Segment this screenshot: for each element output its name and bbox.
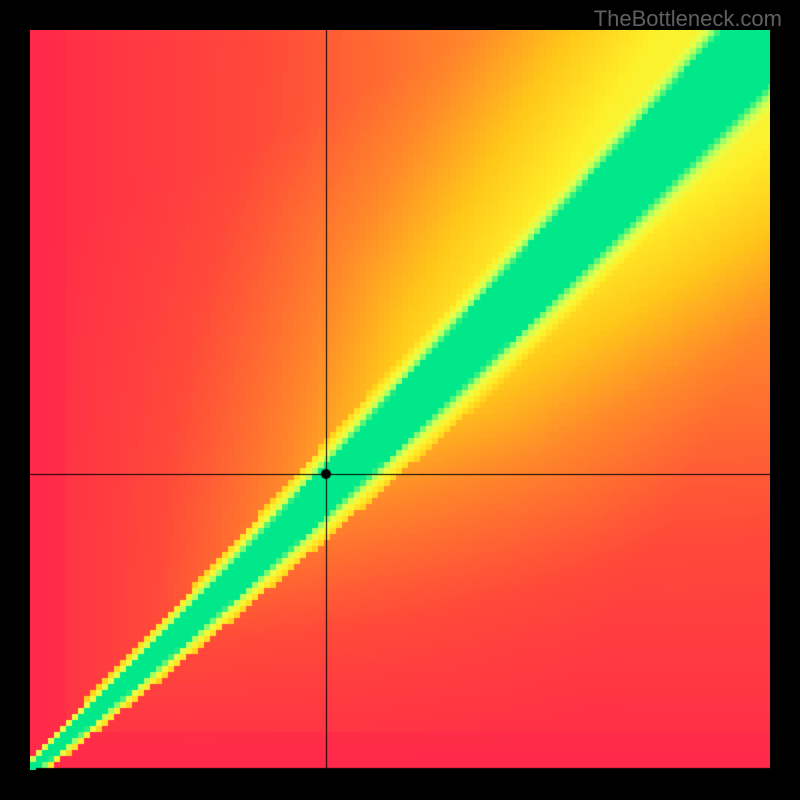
bottleneck-heatmap [30,30,770,770]
watermark-text: TheBottleneck.com [594,6,782,32]
chart-container: TheBottleneck.com [0,0,800,800]
